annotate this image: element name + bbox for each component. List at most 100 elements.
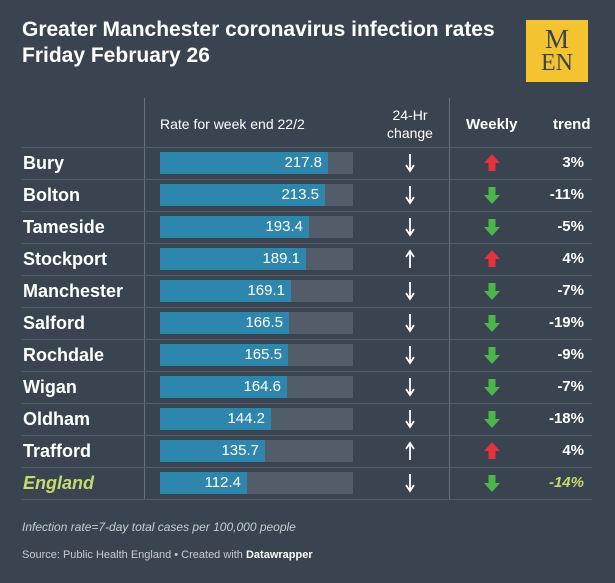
row-separator <box>22 403 592 404</box>
rate-bar: 217.8 <box>160 152 328 174</box>
row-separator <box>22 179 592 180</box>
trend-down-icon <box>482 184 502 206</box>
rate-value: 189.1 <box>262 250 300 267</box>
bar-track: 165.5 <box>160 344 353 366</box>
row-separator <box>22 243 592 244</box>
arrow-down-icon <box>402 184 418 206</box>
bar-track: 164.6 <box>160 376 353 398</box>
title-line-2: Friday February 26 <box>22 44 210 67</box>
bar-track: 112.4 <box>160 472 353 494</box>
header-trend: trend <box>553 116 591 133</box>
trend-value: 4% <box>562 442 584 459</box>
row-label: Wigan <box>23 377 77 397</box>
row-separator <box>22 339 592 340</box>
bar-track: 193.4 <box>160 216 353 238</box>
header-change-line-2: change <box>387 125 433 141</box>
row-label: Oldham <box>23 409 91 429</box>
trend-down-icon <box>482 408 502 430</box>
rate-bar: 213.5 <box>160 184 325 206</box>
arrow-down-icon <box>402 344 418 366</box>
rate-value: 112.4 <box>204 474 241 491</box>
row-separator <box>22 211 592 212</box>
rate-value: 165.5 <box>244 346 282 363</box>
row-label: Tameside <box>23 217 105 237</box>
source-line: Source: Public Health England • Created … <box>22 549 313 561</box>
trend-value: -7% <box>557 378 584 395</box>
trend-up-icon <box>482 152 502 174</box>
row-label: Manchester <box>23 281 124 301</box>
rate-value: 213.5 <box>281 186 319 203</box>
rate-value: 166.5 <box>245 314 283 331</box>
rate-bar: 193.4 <box>160 216 309 238</box>
arrow-up-icon <box>402 440 418 462</box>
men-logo: M EN <box>526 20 588 82</box>
row-separator <box>22 371 592 372</box>
trend-down-icon <box>482 344 502 366</box>
bar-track: 169.1 <box>160 280 353 302</box>
trend-up-icon <box>482 248 502 270</box>
rate-value: 169.1 <box>247 282 285 299</box>
trend-value: -14% <box>548 474 584 491</box>
arrow-up-icon <box>402 248 418 270</box>
source-brand: Datawrapper <box>245 549 313 561</box>
trend-value: -7% <box>557 282 584 299</box>
title-line-1: Greater Manchester coronavirus infection… <box>22 18 495 41</box>
bar-track: 135.7 <box>160 440 353 462</box>
arrow-down-icon <box>402 472 418 494</box>
trend-down-icon <box>482 472 502 494</box>
rate-value: 217.8 <box>284 154 322 171</box>
arrow-down-icon <box>402 312 418 334</box>
rate-bar: 164.6 <box>160 376 287 398</box>
header-rate: Rate for week end 22/2 <box>160 116 305 132</box>
bar-track: 166.5 <box>160 312 353 334</box>
trend-value: -5% <box>557 218 584 235</box>
row-label: Bolton <box>23 185 80 205</box>
trend-value: -11% <box>549 186 584 203</box>
rate-value: 144.2 <box>227 410 265 427</box>
rate-bar: 189.1 <box>160 248 306 270</box>
trend-value: 4% <box>562 250 584 267</box>
rate-bar: 144.2 <box>160 408 271 430</box>
trend-down-icon <box>482 376 502 398</box>
rate-value: 164.6 <box>243 378 281 395</box>
row-label: Salford <box>23 313 86 333</box>
bar-track: 217.8 <box>160 152 353 174</box>
trend-value: 3% <box>562 154 584 171</box>
row-label: England <box>23 473 94 493</box>
row-label: Bury <box>23 153 65 173</box>
footnote: Infection rate=7-day total cases per 100… <box>22 520 296 534</box>
arrow-down-icon <box>402 216 418 238</box>
trend-value: -18% <box>548 410 584 427</box>
row-separator <box>22 147 592 148</box>
rate-bar: 169.1 <box>160 280 291 302</box>
row-separator <box>22 435 592 436</box>
trend-down-icon <box>482 280 502 302</box>
bar-track: 144.2 <box>160 408 353 430</box>
rate-bar: 112.4 <box>160 472 247 494</box>
column-divider <box>144 98 145 500</box>
bar-track: 213.5 <box>160 184 353 206</box>
header-change-line-1: 24-Hr <box>392 107 428 123</box>
row-label: Rochdale <box>23 345 105 365</box>
trend-value: -19% <box>548 314 584 331</box>
row-label: Trafford <box>23 441 92 461</box>
rate-bar: 135.7 <box>160 440 265 462</box>
row-separator <box>22 467 592 468</box>
row-label: Stockport <box>23 249 108 269</box>
column-divider <box>449 98 450 500</box>
logo-line-1: M <box>544 24 569 54</box>
rate-bar: 165.5 <box>160 344 288 366</box>
chart-title: Greater Manchester coronavirus infection… <box>22 17 512 69</box>
arrow-down-icon <box>402 376 418 398</box>
row-separator <box>22 275 592 276</box>
arrow-down-icon <box>402 408 418 430</box>
row-separator <box>22 307 592 308</box>
rate-bar: 166.5 <box>160 312 289 334</box>
header-change: 24-Hr change <box>380 106 440 142</box>
trend-down-icon <box>482 216 502 238</box>
arrow-down-icon <box>402 280 418 302</box>
trend-value: -9% <box>557 346 584 363</box>
logo-line-2: EN <box>541 50 573 76</box>
source-text: Source: Public Health England • Created … <box>22 549 246 561</box>
rate-value: 193.4 <box>265 218 303 235</box>
